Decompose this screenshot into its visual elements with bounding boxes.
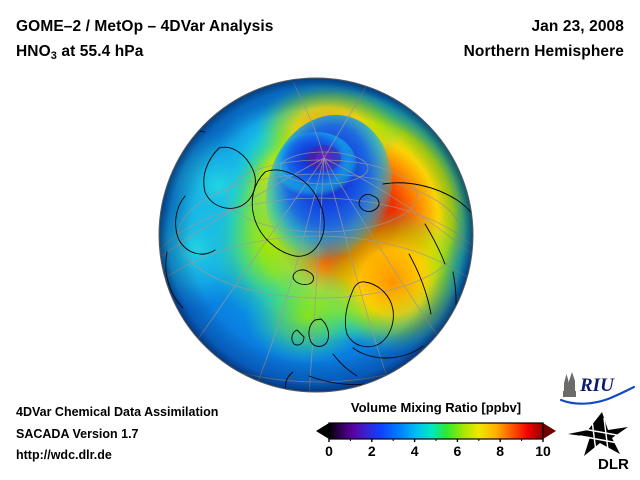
footer-text: 4DVar Chemical Data Assimilation SACADA … bbox=[16, 402, 218, 467]
dlr-grid bbox=[577, 417, 623, 453]
orthographic-projection bbox=[158, 77, 474, 393]
colorbar: Volume Mixing Ratio [ppbv] bbox=[316, 400, 556, 461]
riu-logo: RIU bbox=[559, 372, 636, 405]
footer-line-1: 4DVar Chemical Data Assimilation bbox=[16, 405, 219, 419]
colorbar-title: Volume Mixing Ratio [ppbv] bbox=[350, 400, 522, 415]
header-right: Jan 23, 2008 Northern Hemisphere bbox=[324, 14, 624, 64]
region-label: Northern Hemisphere bbox=[463, 43, 624, 60]
header-left: GOME–2 / MetOp – 4DVar Analysis HNO3 at … bbox=[16, 14, 396, 66]
globe-contents bbox=[159, 78, 473, 392]
footer-url[interactable]: http://wdc.dlr.de bbox=[16, 448, 112, 462]
page-title: GOME–2 / MetOp – 4DVar Analysis bbox=[16, 18, 274, 35]
colorbar-tick-2: 2 bbox=[367, 443, 376, 459]
riu-wordmark: RIU bbox=[579, 375, 615, 396]
species-formula: HNO bbox=[16, 43, 51, 60]
riu-swoosh bbox=[559, 385, 636, 405]
species-subscript: 3 bbox=[50, 50, 57, 62]
colorbar-tick-4: 4 bbox=[410, 443, 419, 459]
dlr-wordmark: DLR bbox=[598, 456, 629, 472]
colorbar-tick-labels: 0 2 4 6 8 10 bbox=[316, 443, 556, 461]
dlr-mark bbox=[568, 412, 628, 456]
footer-line-2: SACADA Version 1.7 bbox=[16, 426, 139, 441]
pressure-level-text: at 55.4 hPa bbox=[56, 43, 144, 60]
colorbar-gradient bbox=[316, 422, 556, 442]
cathedral-icon bbox=[563, 372, 576, 397]
globe-outline bbox=[158, 77, 474, 393]
colorbar-extend-high bbox=[543, 423, 556, 439]
colorbar-tick-0: 0 bbox=[325, 443, 333, 459]
globe-map bbox=[157, 76, 475, 394]
limb-shading bbox=[159, 78, 473, 392]
colorbar-tick-6: 6 bbox=[453, 443, 462, 459]
colorbar-minor-ticks bbox=[349, 439, 523, 441]
date-label: Jan 23, 2008 bbox=[531, 18, 624, 35]
species-subtitle: HNO3 at 55.4 hPa bbox=[16, 39, 396, 66]
colorbar-tick-8: 8 bbox=[496, 443, 505, 459]
dlr-logo: DLR bbox=[568, 412, 629, 472]
colorbar-extend-low bbox=[316, 423, 329, 439]
colorbar-major-ticks bbox=[328, 439, 544, 442]
colorbar-tick-10: 10 bbox=[535, 443, 551, 459]
